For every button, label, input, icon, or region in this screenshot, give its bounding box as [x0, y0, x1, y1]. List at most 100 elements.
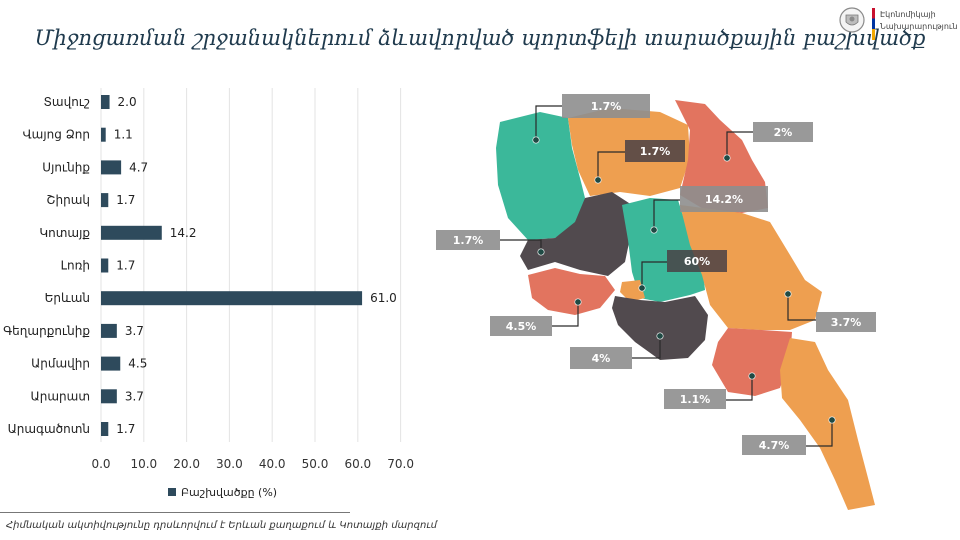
region-gegharkunik [680, 205, 822, 330]
callout-box [490, 316, 552, 336]
map-callout: 1.7% [532, 94, 650, 144]
region-yerevan [620, 280, 645, 302]
value-label: 1.7 [116, 259, 135, 273]
ministry-logo: Էկոնոմիկայի Նախարարություն [838, 6, 958, 42]
callout-value: 3.7% [831, 316, 862, 329]
x-tick-label: 40.0 [259, 457, 286, 471]
callout-dot [650, 226, 658, 234]
callout-box [667, 250, 727, 272]
coat-of-arms-icon [839, 7, 865, 33]
x-tick-label: 50.0 [302, 457, 329, 471]
callout-dot [574, 298, 582, 306]
bar [101, 422, 109, 436]
category-label: Սյունիք [42, 160, 90, 174]
callout-dot [638, 284, 646, 292]
callout-box [816, 312, 876, 332]
map-regions [496, 100, 875, 510]
category-label: Կոտայք [39, 226, 90, 240]
callout-value: 4.7% [759, 439, 790, 452]
x-tick-label: 0.0 [91, 457, 110, 471]
callout-value: 2% [774, 126, 793, 139]
category-labels: Տավուշ Վայոց Ձոր Սյունիք Շիրակ Կոտայք Լոռի Երև… [3, 95, 90, 436]
category-label: Վայոց Ձոր [23, 128, 90, 142]
callout-value: 4.5% [506, 320, 537, 333]
callout-dot [748, 372, 756, 380]
x-tick-label: 30.0 [216, 457, 243, 471]
bar [101, 356, 121, 371]
bar [101, 225, 162, 240]
bar [101, 95, 110, 109]
chart-gridlines [100, 88, 402, 442]
value-label: 1.1 [114, 128, 133, 142]
value-label: 3.7 [125, 324, 144, 338]
callout-box [753, 122, 813, 142]
callout-box [436, 230, 500, 250]
callout-leader-line [726, 131, 753, 158]
logo-line-2: Նախարարություն [880, 22, 958, 31]
callout-value: 1.1% [680, 393, 711, 406]
callout-dot [656, 332, 664, 340]
bar [101, 160, 122, 175]
legend: Բաշխվածքը (%) [168, 486, 277, 499]
region-kotayk [622, 198, 705, 302]
legend-label: Բաշխվածքը (%) [181, 486, 277, 499]
bar [101, 193, 109, 208]
x-tick-label: 10.0 [130, 457, 157, 471]
region-syunik [780, 338, 875, 510]
legend-swatch [168, 488, 176, 496]
x-tick-label: 20.0 [173, 457, 200, 471]
callout-leader-line [653, 199, 680, 230]
x-tick-label: 70.0 [387, 457, 414, 471]
callout-leader-line [641, 261, 667, 288]
region-vayots-dzor [712, 328, 792, 396]
callout-box [742, 435, 806, 455]
map-callout: 2% [723, 122, 813, 162]
callout-leader-line [806, 420, 833, 447]
callout-value: 1.7% [453, 234, 484, 247]
category-label: Արարատ [31, 389, 90, 403]
callout-leader-line [726, 376, 753, 401]
region-ararat [612, 296, 708, 360]
category-label: Տավուշ [43, 95, 90, 109]
footnote: Հիմնական ակտիվությունը դրսևորվում է Երևա… [6, 520, 437, 531]
value-label: 2.0 [118, 95, 137, 109]
callout-box [570, 347, 632, 369]
map-callout: 3.7% [784, 290, 876, 332]
category-label: Գեղարքունիք [3, 324, 90, 338]
value-label: 1.7 [116, 422, 135, 436]
map-callout: 1.1% [664, 372, 756, 409]
callout-box [625, 140, 685, 162]
callout-leader-line [632, 336, 661, 359]
callout-value: 14.2% [705, 193, 743, 206]
value-label: 4.7 [129, 160, 148, 174]
callout-dot [537, 248, 545, 256]
bar [101, 258, 109, 273]
map-callout: 60% [638, 250, 727, 292]
callout-leader-line [500, 239, 542, 252]
callout-dot [594, 176, 602, 184]
page-title: Միջոցառման շրջանակներում ձևավորված պորտֆ… [34, 26, 926, 50]
bar [101, 389, 117, 404]
map-callout: 4.7% [742, 416, 836, 455]
map-callout: 1.7% [594, 140, 685, 184]
category-label: Արագածոտն [8, 422, 90, 436]
callout-dot [723, 154, 731, 162]
logo-line-1: Էկոնոմիկայի [880, 10, 936, 19]
map-callout: 1.7% [436, 230, 545, 256]
region-tavush [675, 100, 768, 213]
flag-stripe [872, 8, 875, 40]
callout-leader-line [787, 294, 816, 321]
callout-box [680, 186, 768, 212]
category-label: Շիրակ [46, 193, 90, 207]
region-aragatsotn [520, 192, 632, 276]
callout-dot [532, 136, 540, 144]
value-label: 14.2 [170, 226, 197, 240]
callout-box [664, 389, 726, 409]
callout-value: 60% [684, 255, 710, 268]
region-armavir [528, 268, 615, 315]
value-label: 4.5 [128, 357, 147, 371]
value-label: 61.0 [370, 291, 397, 305]
footnote-divider [0, 512, 350, 513]
map-callout: 4.5% [490, 298, 582, 336]
